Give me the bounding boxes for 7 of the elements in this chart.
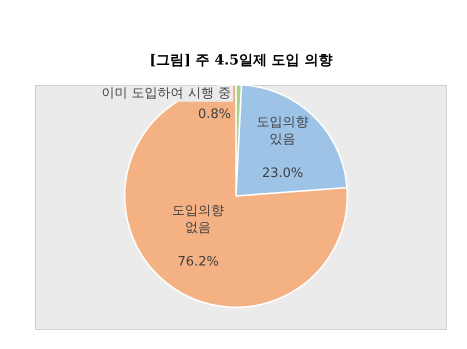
data-label: 23.0% xyxy=(262,166,304,182)
slice-label: 도입의향 없음 xyxy=(172,204,224,236)
slice-label: 이미 도입하여 시행 중 xyxy=(102,86,231,102)
data-label: 76.2% xyxy=(178,254,219,270)
data-label: 0.8% xyxy=(198,107,231,122)
slice-label: 도입의향 있음 xyxy=(256,115,309,148)
chart-title: [그림] 주 4.5일제 도입 의향 xyxy=(149,52,333,69)
